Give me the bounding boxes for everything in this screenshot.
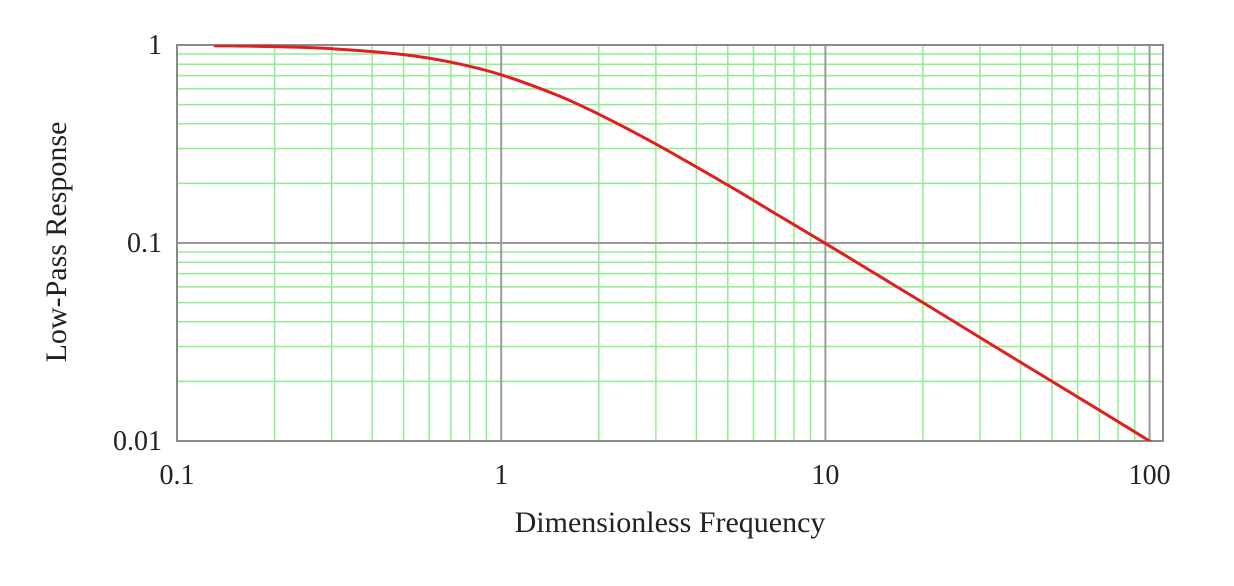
y-tick-label: 0.1 xyxy=(127,228,162,259)
y-tick-label: 0.01 xyxy=(113,426,162,457)
series-line xyxy=(213,45,1153,441)
grid xyxy=(177,45,1163,441)
x-tick-label: 10 xyxy=(811,460,839,491)
x-axis-label: Dimensionless Frequency xyxy=(515,506,826,539)
x-tick-label: 1 xyxy=(494,460,508,491)
plot-frame xyxy=(176,44,1164,442)
x-tick-label: 100 xyxy=(1129,460,1171,491)
x-tick-labels: 0.1 1 10 100 xyxy=(160,460,1171,491)
y-axis-label: Low-Pass Response xyxy=(40,122,73,363)
x-tick-label: 0.1 xyxy=(160,460,195,491)
y-tick-label: 1 xyxy=(148,30,162,61)
y-tick-labels: 1 0.1 0.01 xyxy=(113,30,162,457)
series-layer xyxy=(213,45,1153,441)
